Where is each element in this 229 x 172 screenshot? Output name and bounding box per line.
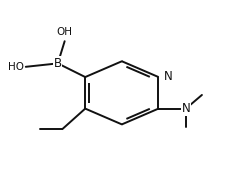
Text: OH: OH: [56, 27, 72, 37]
Text: B: B: [54, 57, 62, 70]
Text: N: N: [181, 102, 189, 115]
Text: HO: HO: [8, 62, 23, 72]
Text: N: N: [164, 70, 172, 83]
